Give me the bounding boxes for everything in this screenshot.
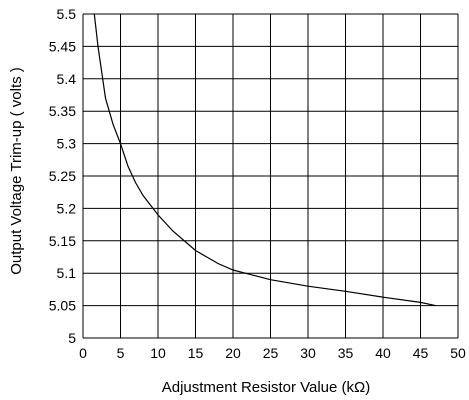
x-tick-label: 40 — [375, 345, 391, 361]
y-tick-label: 5.35 — [49, 103, 76, 119]
y-tick-label: 5.5 — [57, 6, 77, 22]
x-tick-labels: 0 5 10 15 20 25 30 35 40 45 50 — [79, 345, 466, 361]
y-tick-label: 5.45 — [49, 38, 76, 54]
y-tick-label: 5.25 — [49, 168, 76, 184]
x-axis-title: Adjustment Resistor Value (kΩ) — [162, 379, 371, 396]
y-tick-label: 5 — [68, 330, 76, 346]
x-tick-label: 10 — [150, 345, 166, 361]
y-tick-labels: 5 5.05 5.1 5.15 5.2 5.25 5.3 5.35 5.4 5.45 5.5 — [49, 6, 76, 346]
x-tick-label: 0 — [79, 345, 87, 361]
y-axis-title: Output Voltage Trim-up ( volts ) — [8, 67, 25, 275]
x-tick-label: 25 — [263, 345, 279, 361]
grid-lines — [82, 13, 459, 339]
y-tick-label: 5.05 — [49, 298, 76, 314]
y-tick-label: 5.3 — [57, 136, 77, 152]
x-tick-label: 20 — [225, 345, 241, 361]
y-tick-label: 5.15 — [49, 233, 76, 249]
x-tick-label: 45 — [413, 345, 429, 361]
x-tick-label: 30 — [300, 345, 316, 361]
y-tick-label: 5.2 — [57, 200, 77, 216]
x-tick-label: 15 — [188, 345, 204, 361]
y-tick-label: 5.4 — [57, 71, 77, 87]
x-tick-label: 35 — [338, 345, 354, 361]
series-line — [93, 13, 436, 307]
x-tick-label: 5 — [117, 345, 125, 361]
y-tick-label: 5.1 — [57, 265, 77, 281]
x-tick-label: 50 — [450, 345, 466, 361]
